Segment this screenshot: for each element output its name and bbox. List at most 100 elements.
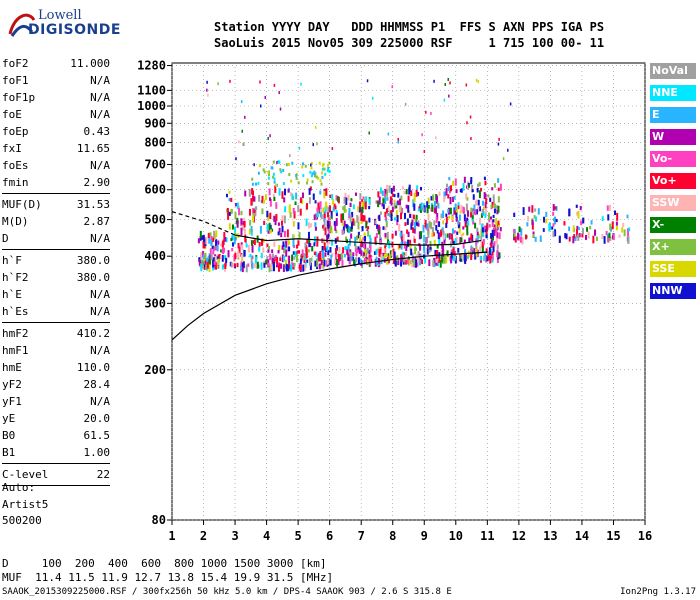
echo-mark bbox=[298, 264, 301, 270]
echo-mark bbox=[363, 232, 366, 239]
echo-mark bbox=[450, 256, 453, 264]
echo-mark bbox=[405, 189, 408, 195]
echo-mark bbox=[210, 239, 213, 247]
echo-mark bbox=[491, 251, 494, 256]
echo-mark bbox=[389, 196, 392, 204]
sparse-echo-mark bbox=[314, 125, 317, 129]
sparse-echo-mark bbox=[475, 78, 478, 82]
echo-mark bbox=[491, 229, 494, 238]
param-name: h`Es bbox=[2, 305, 29, 318]
echo-mark bbox=[260, 252, 263, 259]
spread-echo-mark bbox=[311, 180, 314, 184]
muf-frequency-row: MUF 11.4 11.5 11.9 12.7 13.8 15.4 19.9 3… bbox=[2, 571, 334, 584]
echo-mark bbox=[231, 248, 234, 252]
echo-mark bbox=[247, 244, 250, 253]
echo-mark bbox=[316, 236, 319, 241]
echo-mark bbox=[427, 232, 430, 238]
echo-mark bbox=[265, 259, 268, 265]
x-tick-label: 3 bbox=[231, 529, 238, 543]
echo-mark bbox=[496, 209, 499, 215]
spread-echo-mark bbox=[263, 170, 266, 174]
echo-mark bbox=[317, 202, 320, 209]
echo-mark bbox=[202, 251, 205, 258]
echo-mark bbox=[415, 260, 418, 268]
echo-mark bbox=[309, 223, 312, 228]
echo-mark bbox=[204, 261, 207, 265]
echo-mark bbox=[386, 231, 389, 240]
echo-mark bbox=[282, 264, 285, 272]
echo-mark bbox=[440, 229, 443, 237]
profile-curve bbox=[171, 251, 488, 341]
x-tick-label: 15 bbox=[606, 529, 620, 543]
echo-mark bbox=[359, 234, 362, 243]
echo-mark bbox=[425, 236, 428, 245]
echo-mark bbox=[361, 225, 364, 232]
echo-mark bbox=[390, 188, 393, 194]
echo-mark bbox=[353, 220, 356, 226]
echo-mark bbox=[267, 246, 270, 250]
echo-mark bbox=[457, 220, 460, 225]
echo-mark bbox=[496, 205, 499, 209]
sparse-echo-mark bbox=[242, 142, 245, 146]
param-name: fxI bbox=[2, 142, 22, 155]
echo-mark bbox=[212, 245, 215, 249]
spread-echo-mark bbox=[321, 163, 324, 167]
echo-mark bbox=[381, 253, 384, 257]
echo-mark bbox=[344, 192, 347, 201]
echo-mark bbox=[606, 234, 609, 239]
echo-mark bbox=[236, 262, 239, 268]
sparse-echo-mark bbox=[289, 154, 291, 158]
echo-mark bbox=[496, 249, 499, 258]
spread-echo-mark bbox=[310, 174, 313, 178]
echo-mark bbox=[273, 196, 276, 202]
echo-mark bbox=[327, 207, 330, 212]
echo-mark bbox=[554, 206, 557, 210]
sparse-echo-mark bbox=[278, 91, 280, 95]
param-row: h`E N/A bbox=[2, 286, 110, 303]
spread-echo-mark bbox=[297, 181, 300, 185]
echo-mark bbox=[352, 256, 355, 261]
echo-mark bbox=[328, 228, 331, 234]
echo-mark bbox=[365, 196, 368, 203]
echo-mark bbox=[531, 222, 534, 230]
echo-mark bbox=[327, 212, 330, 218]
echo-mark bbox=[278, 227, 281, 233]
echo-mark bbox=[207, 256, 210, 260]
echo-mark bbox=[233, 263, 236, 268]
echo-mark bbox=[399, 232, 402, 237]
echo-mark bbox=[408, 187, 411, 195]
echo-mark bbox=[269, 212, 272, 220]
echo-mark bbox=[491, 220, 494, 227]
param-name: C-level bbox=[2, 468, 49, 481]
echo-mark bbox=[273, 215, 276, 222]
echo-mark bbox=[445, 216, 448, 224]
echo-mark bbox=[492, 245, 495, 253]
spread-echo-mark bbox=[306, 181, 309, 185]
echo-mark bbox=[354, 259, 357, 267]
echo-mark bbox=[228, 190, 231, 194]
param-row: D N/A bbox=[2, 230, 110, 247]
param-name: h`F2 bbox=[2, 271, 29, 284]
echo-mark bbox=[314, 200, 317, 204]
echo-mark bbox=[524, 234, 527, 240]
echo-mark bbox=[330, 254, 333, 259]
echo-mark bbox=[309, 186, 312, 191]
echo-mark bbox=[374, 220, 377, 224]
echo-mark bbox=[322, 262, 325, 268]
echo-mark bbox=[272, 193, 275, 198]
echo-mark bbox=[614, 210, 617, 216]
echo-mark bbox=[404, 259, 407, 265]
echo-mark bbox=[410, 223, 413, 230]
echo-mark bbox=[386, 184, 389, 191]
echo-mark bbox=[477, 233, 480, 238]
param-name: yE bbox=[2, 412, 16, 425]
echo-mark bbox=[487, 254, 490, 260]
echo-mark bbox=[450, 252, 453, 259]
echo-mark bbox=[313, 214, 316, 221]
echo-mark bbox=[462, 243, 465, 249]
echo-mark bbox=[476, 187, 479, 193]
echo-mark bbox=[397, 192, 400, 198]
param-value: N/A bbox=[90, 159, 110, 172]
echo-mark bbox=[258, 246, 261, 252]
sparse-echo-mark bbox=[259, 104, 262, 108]
